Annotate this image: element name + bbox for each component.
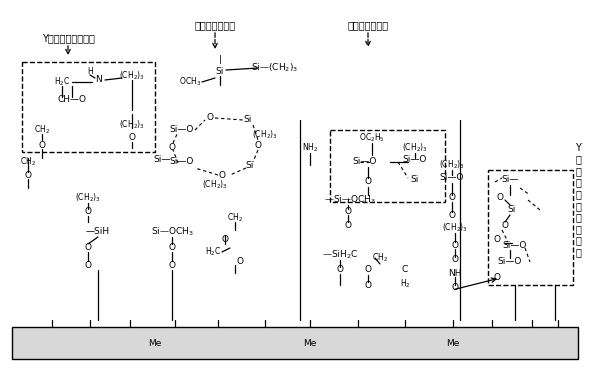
Text: O: O [448,194,456,203]
Text: O: O [337,265,343,274]
Text: H$_2$C: H$_2$C [205,246,221,258]
Text: O: O [497,194,503,203]
Text: O: O [365,280,371,290]
Text: O: O [365,177,371,186]
Text: 硅氧烷链状结构: 硅氧烷链状结构 [347,20,389,30]
Text: O: O [207,114,214,123]
Text: CH—O: CH—O [57,96,87,105]
Text: CH$_2$: CH$_2$ [20,156,36,168]
Text: H$_2$C: H$_2$C [54,76,70,88]
Text: Si: Si [411,176,419,185]
Text: O: O [236,258,244,267]
Text: O: O [221,235,229,244]
Text: (CH$_2$)$_3$: (CH$_2$)$_3$ [439,159,465,171]
Text: O: O [85,261,91,270]
Text: H$_2$: H$_2$ [399,278,410,290]
Text: O: O [451,284,458,293]
Text: O: O [494,273,500,282]
Text: (CH$_2$)$_3$: (CH$_2$)$_3$ [202,179,228,191]
Text: —SiH$_2$C: —SiH$_2$C [322,249,358,261]
Text: C: C [402,265,408,274]
Text: Y
官
能
团
与
金
属
的
反
应: Y 官 能 团 与 金 属 的 反 应 [575,143,581,257]
Bar [488,170,573,285]
Text: NH$_2$: NH$_2$ [302,142,318,154]
Text: (CH$_2$)$_3$: (CH$_2$)$_3$ [75,192,101,204]
Text: Me: Me [303,338,316,347]
Text: O: O [85,208,91,217]
Text: Si—: Si— [153,156,171,165]
Text: Si—O: Si—O [403,156,427,165]
Text: O: O [344,208,352,217]
Bar [330,130,445,202]
Text: Si—(CH$_2$)$_3$: Si—(CH$_2$)$_3$ [251,62,298,74]
Text: O: O [38,141,45,150]
Text: Si: Si [216,68,224,76]
Text: OC$_2$H$_5$: OC$_2$H$_5$ [359,132,385,144]
Text: O: O [451,241,458,250]
Text: Si—OCH$_3$: Si—OCH$_3$ [150,226,193,238]
Text: H: H [87,68,93,76]
Text: Si—O: Si—O [170,126,194,135]
Text: NH: NH [448,268,461,277]
Text: Si—: Si— [501,176,519,185]
Text: O: O [254,141,261,150]
Text: (CH$_2$)$_3$: (CH$_2$)$_3$ [252,129,278,141]
Text: CH$_2$: CH$_2$ [34,124,50,136]
Text: O: O [494,235,500,244]
Text: O: O [168,261,176,270]
Text: O: O [168,244,176,253]
Text: 硅氧烷网状结构: 硅氧烷网状结构 [195,20,236,30]
Text: Si—O: Si—O [503,241,527,250]
Bar [12,327,578,359]
Text: (CH$_2$)$_3$: (CH$_2$)$_3$ [402,142,428,154]
Text: —Si—OCH$_3$: —Si—OCH$_3$ [324,194,376,206]
Text: (CH$_2$)$_3$: (CH$_2$)$_3$ [442,222,468,234]
Text: O: O [168,143,176,152]
Text: O: O [451,256,458,264]
Text: O: O [365,265,371,274]
Text: (CH$_2$)$_3$: (CH$_2$)$_3$ [119,119,145,131]
Text: N: N [95,76,101,85]
Text: Si: Si [244,115,252,124]
Text: Si: Si [246,161,254,170]
Text: Si—O: Si—O [353,158,377,167]
Text: Me: Me [447,338,460,347]
Text: Me: Me [148,338,162,347]
Text: |: | [219,56,221,65]
Text: O: O [219,170,226,179]
Text: Si—O: Si—O [440,173,464,182]
Text: Si: Si [508,206,516,214]
Text: O: O [501,220,509,229]
Text: OCH$_3$: OCH$_3$ [179,76,201,88]
Text: O: O [24,170,32,179]
Text: O: O [344,220,352,229]
Text: —SiH: —SiH [86,227,110,237]
Text: O: O [85,244,91,253]
Text: Si—O: Si—O [498,258,522,267]
Bar [22,62,155,152]
Text: CH$_2$: CH$_2$ [227,212,243,224]
Text: Si—O: Si—O [170,158,194,167]
Text: O: O [128,133,136,143]
Text: (CH$_2$)$_3$: (CH$_2$)$_3$ [119,70,145,82]
Text: O: O [448,211,456,220]
Text: CH$_2$: CH$_2$ [372,252,388,264]
Text: Y官能团之间的反应: Y官能团之间的反应 [42,33,94,43]
